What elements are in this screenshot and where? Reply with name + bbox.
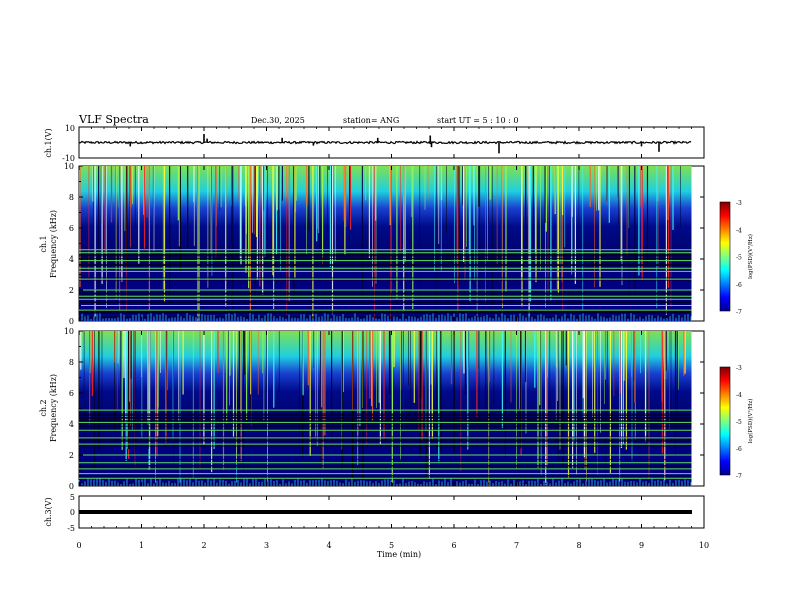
ytick-label: 0 <box>69 317 74 326</box>
ch3-waveform-panel: 5 0 -5 ch.3(V) <box>44 493 705 533</box>
colorbar-tick-label: -4 <box>736 392 742 399</box>
ch1-ytick-top: 10 <box>65 124 75 133</box>
ch1-colorbar: -3 -4 -5 -6 -7 log(PSD)(V²/Hz) <box>719 200 754 316</box>
ch3-ytick-top: 5 <box>70 493 75 502</box>
colorbar-tick-label: -6 <box>736 446 742 453</box>
ch2-spectrogram-marks <box>78 331 692 487</box>
time-axis: 0 1 2 3 4 5 6 7 8 9 10 <box>76 127 709 550</box>
header-date: Dec.30, 2025 <box>251 116 305 125</box>
xtick-label: 0 <box>76 541 81 550</box>
ch1-frequency-label: Frequency (kHz) <box>49 210 58 278</box>
ch2-spectrogram-yticks: 0 2 4 6 8 10 <box>64 327 704 491</box>
ch1-spectrogram-yticks: 0 2 4 6 8 10 <box>64 162 704 326</box>
spectrogram-upper-band <box>79 331 692 432</box>
ytick-label: 6 <box>69 224 74 233</box>
ch1-trace <box>78 140 692 145</box>
colorbar-gradient <box>719 366 731 476</box>
colorbar-tick-label: -3 <box>736 200 742 207</box>
xtick-label: 9 <box>639 541 644 550</box>
ch1-waveform-panel: 10 -10 ch.1(V) <box>44 124 705 163</box>
ytick-label: 10 <box>64 162 74 171</box>
colorbar-tick-label: -7 <box>736 309 742 316</box>
ch1-ytick-bottom: -10 <box>62 154 75 163</box>
colorbar-tick-label: -4 <box>736 227 742 234</box>
ch2-spectrogram-panel: 0 2 4 6 8 10 ch.2 Frequency (kHz) -3 -4 -5 -6 -7 l… <box>39 327 754 491</box>
ytick-label: 4 <box>69 255 74 264</box>
ytick-label: 2 <box>69 286 74 295</box>
figure-title: VLF Spectra <box>78 113 149 126</box>
colorbar-label: log(PSD)(V²/Hz) <box>747 234 754 279</box>
ch1-waveform-ylabel: ch.1(V) <box>44 128 53 157</box>
ch3-waveform-ylabel: ch.3(V) <box>44 497 53 526</box>
ytick-label: 4 <box>69 420 74 429</box>
colorbar-tick-label: -3 <box>736 365 742 372</box>
colorbar-gradient <box>719 201 731 312</box>
colorbar-tick-label: -6 <box>736 282 742 289</box>
xtick-label: 3 <box>264 541 269 550</box>
ch2-channel-label: ch.2 <box>39 399 48 416</box>
ch1-channel-label: ch.1 <box>39 235 48 252</box>
ch1-spectrogram-panel: 0 2 4 6 8 10 ch.1 Frequency (kHz) -3 -4 -5 -6 -7 l… <box>39 162 754 326</box>
header-station: station= ANG <box>343 116 399 125</box>
ytick-label: 6 <box>69 389 74 398</box>
colorbar-tick-label: -5 <box>736 419 742 426</box>
colorbar-tick-label: -5 <box>736 255 742 262</box>
xtick-label: 2 <box>201 541 206 550</box>
xtick-label: 6 <box>451 541 456 550</box>
ch2-frequency-label: Frequency (kHz) <box>49 374 58 442</box>
ch1-waveform-marks <box>78 133 692 154</box>
colorbar-label: log(PSD)(V²/Hz) <box>747 399 754 444</box>
ytick-label: 8 <box>69 358 74 367</box>
xtick-label: 8 <box>576 541 581 550</box>
xtick-label: 10 <box>699 541 709 550</box>
ytick-label: 10 <box>64 327 74 336</box>
ytick-label: 0 <box>69 482 74 491</box>
ytick-label: 2 <box>69 451 74 460</box>
xtick-label: 1 <box>139 541 144 550</box>
time-axis-label: Time (min) <box>377 550 421 559</box>
ytick-label: 8 <box>69 193 74 202</box>
ch3-ytick-bottom: -5 <box>67 524 75 533</box>
xtick-label: 7 <box>514 541 519 550</box>
ch2-colorbar: -3 -4 -5 -6 -7 log(PSD)(V²/Hz) <box>719 365 754 480</box>
xtick-label: 5 <box>389 541 394 550</box>
ch3-ytick-mid: 0 <box>70 508 75 517</box>
ch1-spectrogram-marks <box>78 166 692 321</box>
xtick-label: 4 <box>326 541 331 550</box>
colorbar-tick-label: -7 <box>736 473 742 480</box>
header-start-time: start UT = 5 : 10 : 0 <box>437 116 518 125</box>
